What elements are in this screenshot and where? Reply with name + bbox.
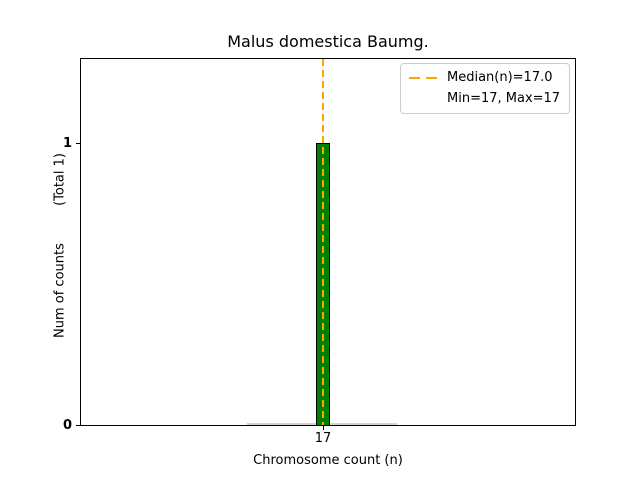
legend: Median(n)=17.0 Min=17, Max=17 [400,63,570,114]
x-tick-label-17: 17 [314,431,332,446]
chart-title: Malus domestica Baumg. [227,32,429,51]
legend-entry-minmax: Min=17, Max=17 [409,88,561,109]
x-axis-label: Chromosome count (n) [253,453,403,468]
median-dash-marker-icon [409,76,439,79]
y-axis-label: Num of counts (Total 1) [52,153,68,338]
legend-minmax-label: Min=17, Max=17 [447,91,561,106]
legend-median-label: Median(n)=17.0 [447,70,553,85]
y-tick-mark-0 [76,425,80,426]
x-tick-mark-17 [323,426,324,430]
y-tick-mark-1 [76,143,80,144]
legend-marker-spacer [409,98,439,100]
median-dashed-line [322,59,324,425]
y-tick-label-0: 0 [62,418,72,433]
y-tick-label-1: 1 [62,136,72,151]
plot-area: Median(n)=17.0 Min=17, Max=17 [80,58,576,426]
legend-entry-median: Median(n)=17.0 [409,67,561,88]
